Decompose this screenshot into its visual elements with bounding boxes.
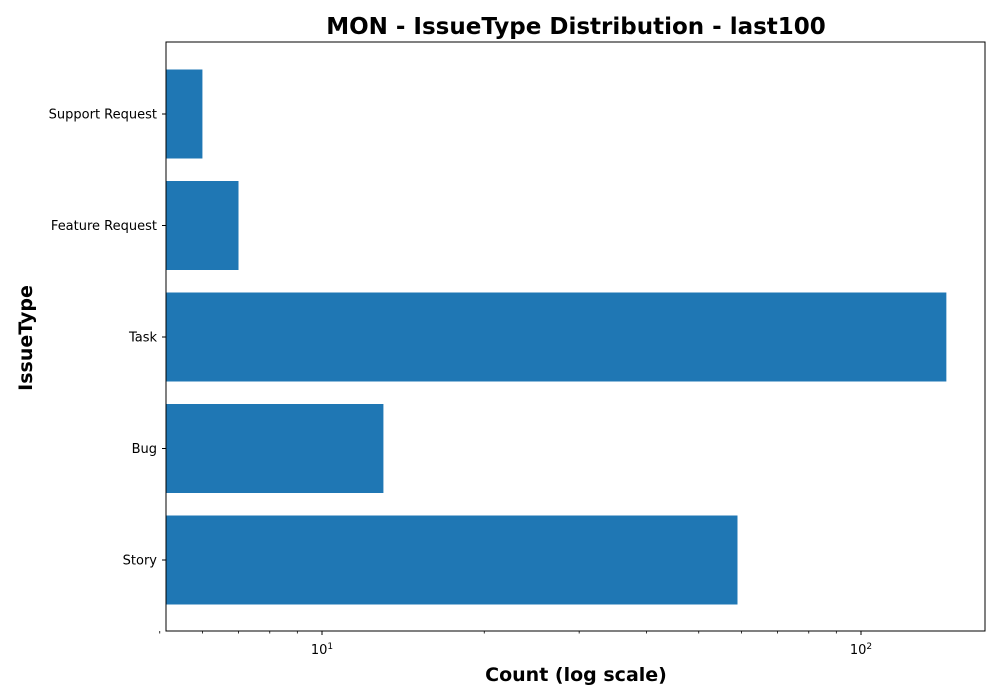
- y-axis-label: IssueType: [15, 285, 37, 391]
- y-tick-label: Feature Request: [51, 219, 157, 234]
- chart-title: MON - IssueType Distribution - last100: [326, 14, 826, 40]
- bar-story: [166, 515, 738, 605]
- bar-bug: [166, 404, 384, 493]
- bar-task: [166, 292, 947, 382]
- y-tick-label: Task: [128, 331, 158, 346]
- plot-frame: [165, 41, 986, 632]
- x-axis-ticks: 101 102: [159, 631, 872, 658]
- bar-feature-request: [166, 181, 239, 270]
- x-tick-label: 102: [850, 642, 872, 658]
- x-axis-label: Count (log scale): [485, 664, 667, 686]
- y-tick-label: Bug: [132, 442, 157, 457]
- y-axis-ticks: Story Bug Task Feature Request Support Reque…: [49, 108, 166, 569]
- bars-group: [166, 69, 947, 605]
- y-tick-label: Support Request: [49, 108, 157, 123]
- x-tick-label: 101: [311, 642, 333, 658]
- bar-support-request: [166, 69, 203, 159]
- y-tick-label: Story: [123, 554, 158, 569]
